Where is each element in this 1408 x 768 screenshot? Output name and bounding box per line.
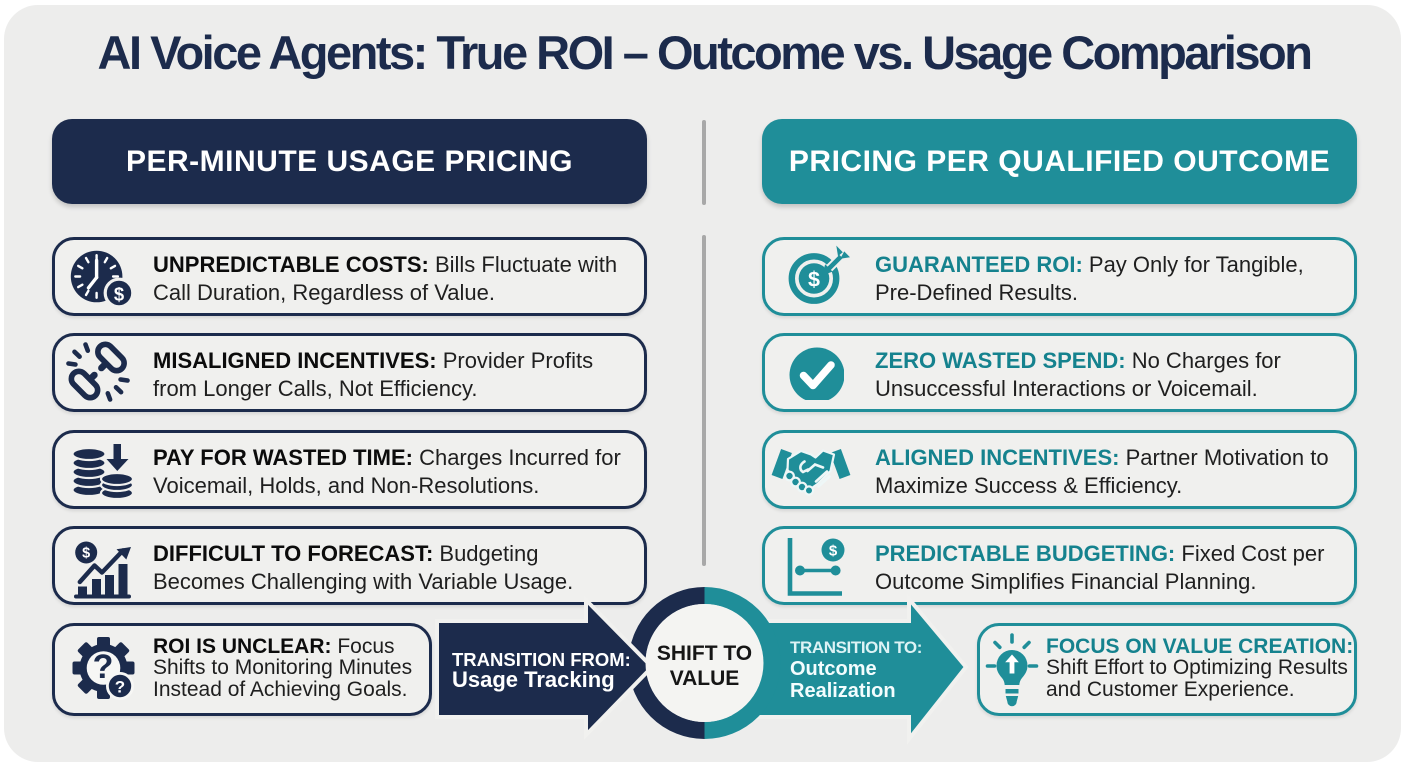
svg-text:$: $ (808, 268, 820, 292)
svg-text:$: $ (829, 542, 838, 559)
svg-text:$: $ (114, 283, 125, 304)
svg-text:?: ? (115, 678, 125, 697)
svg-text:?: ? (93, 648, 114, 686)
svg-text:$: $ (82, 545, 90, 561)
